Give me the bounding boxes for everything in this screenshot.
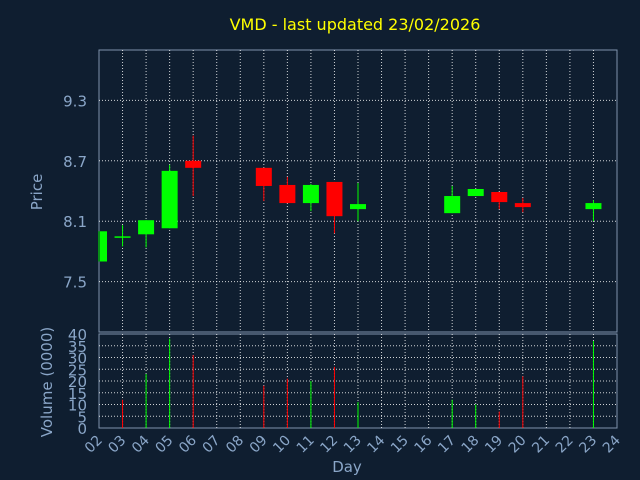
x-tick-label: 21 (529, 433, 553, 457)
x-tick-label: 10 (270, 433, 294, 457)
x-tick-label: 18 (459, 433, 483, 457)
x-tick-label: 04 (129, 432, 153, 456)
candle-body (444, 196, 461, 214)
x-tick-label: 16 (412, 432, 436, 456)
x-tick-label: 09 (247, 433, 271, 457)
volume-tick-label: 30 (68, 350, 87, 368)
x-tick-label: 20 (506, 433, 530, 457)
chart-title: VMD - last updated 23/02/2026 (230, 15, 481, 34)
x-tick-label: 07 (200, 433, 224, 457)
candle-body (585, 203, 602, 210)
candle-body (114, 236, 131, 238)
x-tick-label: 24 (600, 432, 624, 456)
price-tick-label: 7.5 (63, 274, 87, 292)
candle-body (467, 188, 484, 197)
price-tick-label: 9.3 (63, 92, 87, 110)
volume-tick-label: 40 (68, 326, 87, 344)
x-tick-label: 17 (435, 433, 459, 457)
x-axis: 02 03 04 05 06 07 08 09 10 11 12 13 14 15 16 17 18 19 20 21… (82, 432, 624, 456)
volume-tick-label: 35 (68, 338, 87, 356)
x-tick-label: 13 (341, 433, 365, 457)
candle-body (279, 184, 296, 204)
candle-body (491, 192, 508, 203)
candle-body (302, 184, 319, 204)
price-axis-label: Price (28, 174, 46, 211)
candle-body (350, 204, 366, 210)
volume-tick-label: 20 (68, 373, 87, 391)
candle-body (514, 203, 531, 208)
x-tick-label: 03 (105, 433, 129, 457)
x-tick-label: 15 (388, 433, 412, 457)
candle-body (255, 167, 272, 186)
price-panel: 7.5 8.1 8.7 9.3 (63, 49, 618, 333)
price-tick-label: 8.1 (63, 213, 87, 231)
volume-tick-label: 15 (68, 385, 87, 403)
volume-tick-label: 25 (68, 361, 87, 379)
x-tick-label: 22 (553, 433, 577, 457)
volume-axis-label: Volume (0000) (38, 327, 56, 437)
x-tick-label: 11 (294, 433, 318, 457)
candle-body (326, 181, 343, 217)
x-tick-label: 19 (482, 433, 506, 457)
candle-body (138, 220, 155, 235)
volume-tick-label: 0 (77, 420, 87, 438)
volume-tick-label: 10 (68, 397, 87, 415)
volume-tick-label: 5 (77, 408, 87, 426)
price-tick-label: 8.7 (63, 153, 87, 171)
x-tick-label: 14 (364, 432, 388, 456)
x-tick-label: 06 (176, 432, 200, 456)
x-tick-label: 12 (317, 433, 341, 457)
candle-body (161, 170, 178, 229)
candle-body (185, 160, 202, 168)
x-tick-label: 23 (576, 433, 600, 457)
x-axis-label: Day (332, 458, 362, 476)
candle-body (100, 231, 107, 262)
x-tick-label: 08 (223, 433, 247, 457)
x-tick-label: 05 (153, 433, 177, 457)
